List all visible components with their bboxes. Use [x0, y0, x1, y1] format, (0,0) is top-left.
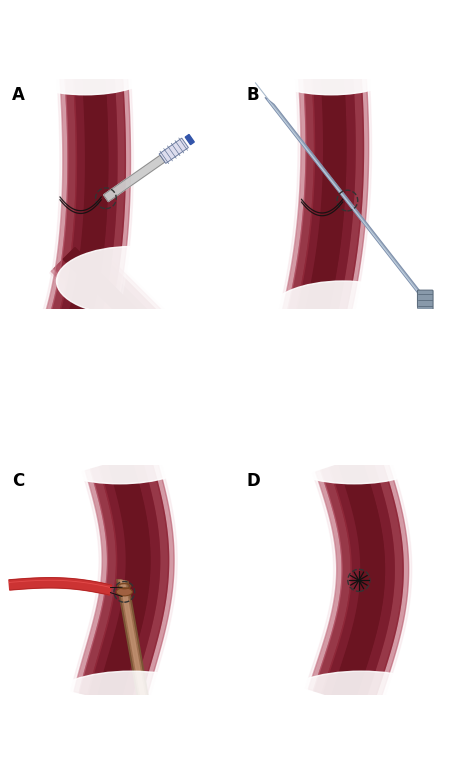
Polygon shape	[54, 264, 139, 349]
Polygon shape	[138, 450, 174, 708]
Polygon shape	[71, 471, 102, 692]
Polygon shape	[285, 62, 315, 324]
Polygon shape	[293, 61, 324, 327]
Polygon shape	[65, 55, 108, 334]
Polygon shape	[75, 243, 160, 328]
Polygon shape	[88, 464, 127, 697]
Text: B: B	[246, 86, 259, 104]
Polygon shape	[84, 235, 168, 319]
Ellipse shape	[51, 671, 212, 728]
Polygon shape	[340, 58, 369, 337]
Polygon shape	[80, 238, 165, 324]
Polygon shape	[322, 464, 361, 697]
Polygon shape	[86, 54, 117, 337]
Polygon shape	[56, 57, 86, 327]
Polygon shape	[265, 98, 430, 303]
Polygon shape	[331, 457, 384, 704]
Polygon shape	[63, 248, 155, 340]
Polygon shape	[103, 53, 130, 341]
Polygon shape	[98, 457, 150, 703]
Polygon shape	[43, 58, 68, 322]
Ellipse shape	[116, 587, 132, 596]
Polygon shape	[354, 454, 394, 707]
Polygon shape	[377, 448, 412, 712]
Text: C: C	[12, 472, 24, 490]
Polygon shape	[87, 234, 169, 316]
Polygon shape	[108, 53, 134, 341]
Polygon shape	[312, 60, 346, 332]
Polygon shape	[75, 55, 108, 334]
Polygon shape	[69, 248, 155, 334]
Polygon shape	[372, 450, 409, 711]
Polygon shape	[98, 461, 138, 700]
Ellipse shape	[51, 438, 189, 484]
Polygon shape	[79, 467, 117, 695]
Ellipse shape	[268, 281, 418, 345]
Polygon shape	[277, 63, 301, 321]
Polygon shape	[40, 58, 63, 320]
Polygon shape	[305, 472, 337, 689]
Polygon shape	[120, 580, 148, 717]
Text: A: A	[12, 86, 25, 104]
Polygon shape	[65, 56, 97, 330]
Ellipse shape	[268, 53, 394, 94]
Ellipse shape	[281, 671, 442, 728]
Polygon shape	[159, 138, 188, 163]
Polygon shape	[144, 450, 177, 709]
Polygon shape	[63, 253, 150, 340]
Text: D: D	[246, 472, 260, 490]
Polygon shape	[302, 60, 335, 329]
Polygon shape	[120, 455, 160, 705]
Ellipse shape	[285, 438, 423, 484]
FancyBboxPatch shape	[418, 290, 433, 310]
Ellipse shape	[56, 247, 206, 316]
Polygon shape	[280, 62, 306, 323]
Polygon shape	[109, 457, 150, 703]
Polygon shape	[313, 467, 351, 694]
Polygon shape	[74, 469, 108, 693]
Polygon shape	[95, 53, 125, 339]
Polygon shape	[185, 135, 194, 145]
Polygon shape	[331, 461, 373, 700]
Polygon shape	[302, 60, 346, 332]
Polygon shape	[323, 59, 355, 334]
Polygon shape	[103, 156, 165, 202]
Polygon shape	[346, 58, 372, 338]
Polygon shape	[117, 580, 152, 717]
Polygon shape	[343, 457, 384, 704]
Polygon shape	[50, 272, 132, 354]
Polygon shape	[363, 451, 403, 709]
Polygon shape	[332, 58, 364, 336]
Polygon shape	[130, 452, 169, 707]
Polygon shape	[9, 577, 112, 595]
Polygon shape	[118, 580, 150, 717]
Polygon shape	[48, 57, 76, 324]
Polygon shape	[58, 259, 144, 344]
Polygon shape	[308, 471, 342, 690]
Polygon shape	[51, 269, 135, 352]
Ellipse shape	[22, 53, 148, 94]
